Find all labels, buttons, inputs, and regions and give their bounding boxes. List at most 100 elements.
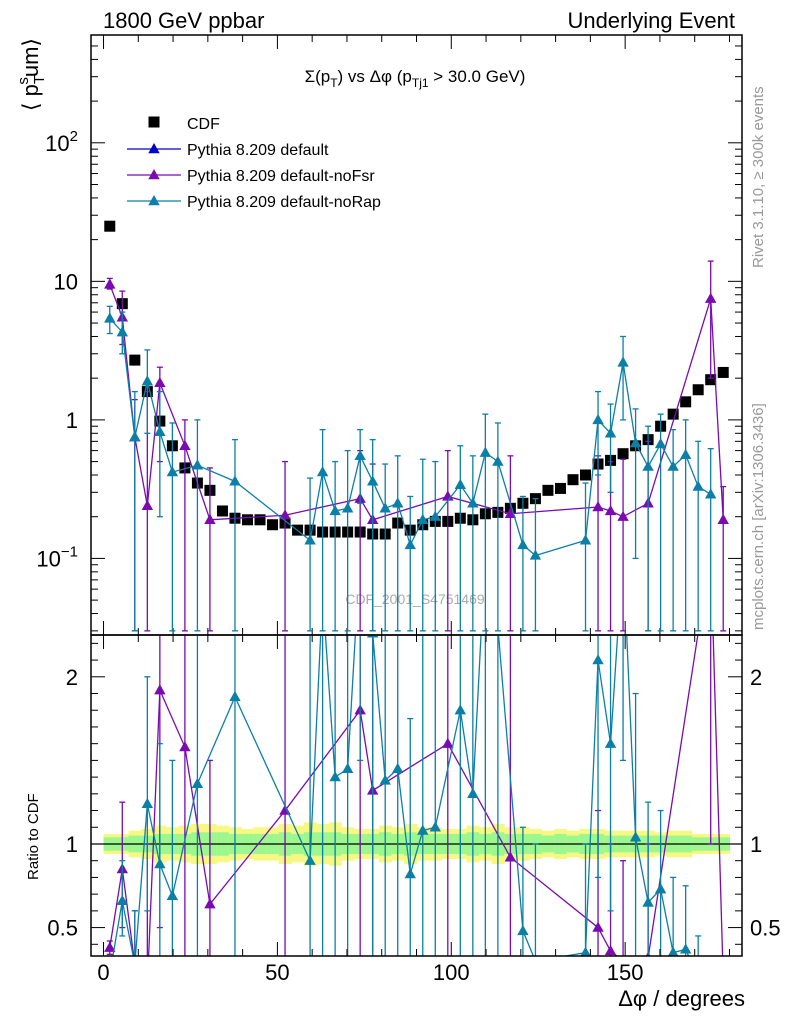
x-tick-label: 100 <box>433 960 470 985</box>
x-tick-label: 150 <box>607 960 644 985</box>
data-point <box>492 455 504 466</box>
data-point <box>617 510 629 521</box>
ratio-point <box>604 944 617 956</box>
ratio-point <box>442 737 454 748</box>
ratio-point <box>166 889 179 901</box>
ratio-point <box>592 921 604 932</box>
data-point <box>179 439 191 450</box>
legend-label: Pythia 8.209 default-noRap <box>187 194 381 211</box>
data-point <box>254 514 266 526</box>
ratio-point <box>229 690 241 702</box>
ratio-point <box>142 980 153 990</box>
data-point <box>642 460 654 471</box>
data-point <box>141 375 154 386</box>
main-panel: 10−1 1 10 102 CDF_2001_S4751469 Σ(pT) vs Δφ… <box>15 34 743 636</box>
ratio-point <box>154 684 166 695</box>
data-point <box>579 534 592 545</box>
legend-marker <box>148 169 160 180</box>
data-point <box>479 446 492 457</box>
data-point <box>617 448 629 460</box>
data-point <box>592 501 604 512</box>
data-point <box>404 538 416 550</box>
ratio-point <box>392 762 404 773</box>
data-point <box>542 484 554 496</box>
ratio-tick-label-right: 1 <box>750 832 762 857</box>
ratio-series-1 <box>112 635 702 968</box>
legend-marker <box>148 195 160 206</box>
ratio-x-ticks: 0 50 100 150 <box>97 635 730 985</box>
data-point <box>567 474 579 486</box>
legend-entry: Pythia 8.209 default <box>127 142 329 159</box>
plot-title: Σ(pT) vs Δφ (pTj1 > 30.0 GeV) <box>305 67 526 90</box>
ratio-point <box>642 896 654 907</box>
legend-entry: Pythia 8.209 default-noRap <box>127 194 381 211</box>
data-point <box>329 504 341 516</box>
legend-label: Pythia 8.209 default <box>187 142 329 159</box>
watermark: CDF_2001_S4751469 <box>345 591 485 607</box>
ratio-point <box>129 958 140 968</box>
ratio-frame <box>90 634 743 957</box>
ratio-point <box>179 741 191 752</box>
y-tick-label: 102 <box>45 128 78 156</box>
ratio-series-layer <box>104 635 729 990</box>
ratio-point <box>191 777 204 788</box>
data-point <box>154 425 166 437</box>
ratio-tick-label: 2 <box>66 665 78 690</box>
data-point <box>379 502 391 513</box>
x-tick-label: 50 <box>265 960 289 985</box>
data-point <box>229 475 241 486</box>
data-point <box>204 513 216 524</box>
ratio-y-ticks: 0.5 0.5 1 1 2 2 <box>47 642 781 945</box>
x-tick-label: 0 <box>97 960 109 985</box>
ratio-point <box>718 972 729 982</box>
ratio-point <box>629 831 642 842</box>
legend-entry: CDF <box>148 116 220 133</box>
data-point <box>467 497 479 508</box>
legend-label: Pythia 8.209 default-noFsr <box>187 168 375 185</box>
data-point <box>717 513 729 524</box>
ratio-point <box>104 941 116 952</box>
data-point <box>191 459 204 470</box>
data-point <box>104 312 116 323</box>
ratio-point <box>429 821 441 832</box>
ratio-tick-label-right: 2 <box>750 665 762 690</box>
ratio-tick-label: 1 <box>66 832 78 857</box>
data-point <box>692 480 704 491</box>
data-point <box>604 427 617 438</box>
data-point <box>592 413 604 425</box>
main-y-ticks: 10−1 1 10 102 <box>36 34 742 632</box>
ratio-line <box>109 635 724 956</box>
ratio-point <box>204 898 216 909</box>
data-point <box>654 437 667 449</box>
ratio-point <box>341 762 354 773</box>
ratio-point <box>141 797 154 809</box>
ratio-point <box>467 787 479 799</box>
data-point <box>141 499 154 510</box>
legend-label: CDF <box>187 116 220 133</box>
ratio-point <box>329 771 341 782</box>
ratio-point <box>679 943 692 954</box>
ratio-point <box>654 883 667 894</box>
legend: CDF Pythia 8.209 default Pythia 8.209 defa… <box>127 116 381 211</box>
data-point <box>554 482 566 494</box>
ratio-line <box>112 635 690 956</box>
data-point <box>617 356 629 367</box>
data-point <box>692 384 704 396</box>
ratio-point <box>667 946 679 956</box>
series-line <box>109 284 724 521</box>
header-left-title: 1800 GeV ppbar <box>103 8 264 33</box>
ratio-point <box>592 654 604 665</box>
ratio-point <box>454 704 467 715</box>
legend-entry: Pythia 8.209 default-noFsr <box>127 168 375 185</box>
ratio-point <box>580 946 591 956</box>
data-point <box>705 292 717 303</box>
data-point <box>366 475 379 486</box>
ratio-tick-label: 0.5 <box>47 916 78 941</box>
data-point <box>116 326 128 337</box>
header-right-title: Underlying Event <box>567 8 735 33</box>
data-point <box>304 534 316 545</box>
legend-marker <box>148 143 160 154</box>
data-point <box>341 502 354 513</box>
data-point <box>517 538 529 550</box>
